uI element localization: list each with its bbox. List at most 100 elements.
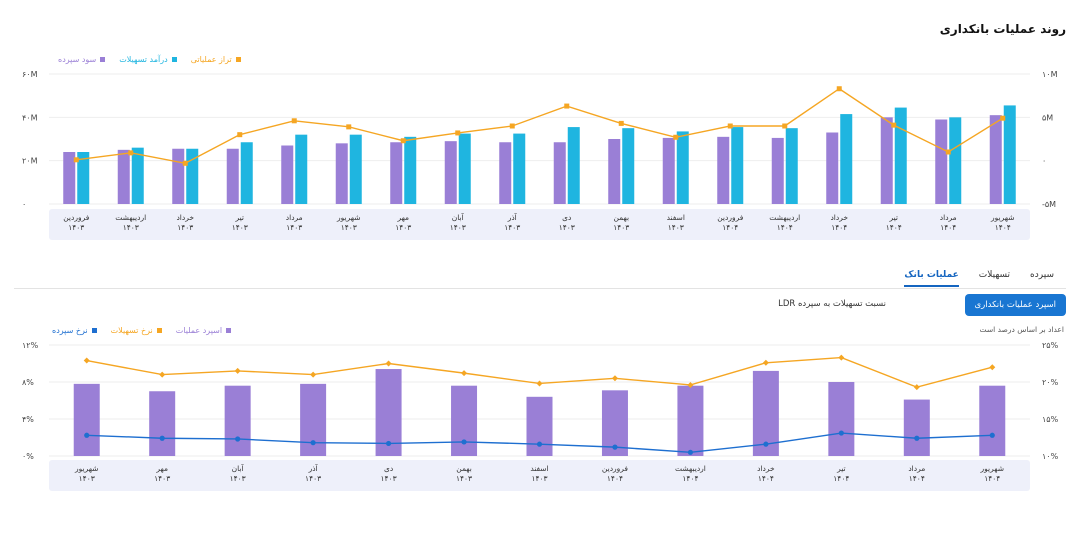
right-axis-tick: ۲۰% <box>1042 378 1059 387</box>
x-tick-label: اسفند <box>667 213 685 222</box>
line-point <box>159 435 165 441</box>
line-point <box>913 384 920 391</box>
right-axis-tick: ۱۵% <box>1042 415 1059 424</box>
bar-a <box>444 141 457 204</box>
left-axis-tick: ۸% <box>22 378 34 387</box>
x-tick-label: آبان <box>232 463 245 473</box>
right-axis-tick: ۰ <box>1042 157 1046 166</box>
legend-item-spread[interactable]: اسپرد عملیات <box>175 326 232 335</box>
operations-trend-chart: ۰۲۰M۴۰M۶۰M-۵M۰۵M۱۰Mفروردین۱۴۰۳اردیبهشت۱۴… <box>22 70 1058 240</box>
bar-a <box>979 385 1006 456</box>
line-point <box>400 138 406 144</box>
bar-a <box>553 142 566 204</box>
legend-label: تراز عملیاتی <box>190 55 232 64</box>
x-tick-label: آذر <box>507 212 518 222</box>
line-point <box>84 432 90 438</box>
tab-loans[interactable]: تسهیلات <box>978 270 1011 280</box>
bar-a <box>903 399 930 456</box>
bar-b <box>567 127 580 204</box>
x-tick-label: بهمن <box>613 213 629 222</box>
x-tick-year: ۱۴۰۳ <box>154 474 170 483</box>
line-point <box>945 149 951 155</box>
bar-b <box>513 133 526 204</box>
line-point <box>838 354 845 361</box>
x-tick-year: ۱۴۰۴ <box>833 474 849 483</box>
x-tick-label: آبان <box>452 212 465 222</box>
x-tick-year: ۱۴۰۳ <box>232 223 248 232</box>
line-point <box>455 130 461 136</box>
x-tick-year: ۱۴۰۳ <box>381 474 397 483</box>
spread-button[interactable]: اسپرد عملیات بانکداری <box>964 294 1066 316</box>
bar-b <box>295 134 308 204</box>
x-tick-label: شهریور <box>980 464 1004 473</box>
x-tick-year: ۱۴۰۳ <box>450 223 466 232</box>
tab-deposit[interactable]: سپرده <box>1030 270 1054 280</box>
x-tick-year: ۱۴۰۴ <box>777 223 793 232</box>
bar-b <box>186 148 199 204</box>
legend-swatch-blue <box>91 328 97 333</box>
legend-swatch-orange <box>156 328 162 333</box>
line-point <box>989 432 995 438</box>
line-point <box>291 118 297 124</box>
legend-item-operating-balance[interactable]: تراز عملیاتی <box>191 55 241 64</box>
x-tick-label: دی <box>384 464 393 473</box>
page-title: روند عملیات بانکداری <box>939 22 1066 36</box>
line-point <box>763 441 769 447</box>
bar-b <box>949 117 962 204</box>
legend-label: اسپرد عملیات <box>175 326 223 335</box>
line-point <box>310 440 316 446</box>
line-point <box>762 359 769 366</box>
line-point <box>237 132 243 138</box>
legend-item-loan-rate[interactable]: نرخ تسهیلات <box>111 326 162 335</box>
x-tick-year: ۱۴۰۳ <box>123 223 139 232</box>
line-point <box>310 371 317 378</box>
bar-a <box>224 385 251 456</box>
bar-b <box>1003 105 1016 204</box>
tab-bank-operations[interactable]: عملیات بانک <box>904 270 959 287</box>
line-point <box>914 435 920 441</box>
x-tick-year: ۱۴۰۳ <box>286 223 302 232</box>
ldr-ratio-button[interactable]: نسبت تسهیلات به سپرده LDR <box>778 299 886 309</box>
x-tick-label: مهر <box>155 464 168 473</box>
line-point <box>182 160 188 166</box>
x-tick-label: شهریور <box>336 213 360 222</box>
x-tick-label: بهمن <box>456 464 472 473</box>
x-tick-label: تیر <box>235 213 245 222</box>
x-tick-label: اردیبهشت <box>675 464 706 473</box>
bar-b <box>349 134 362 204</box>
x-tick-label: خرداد <box>176 213 194 222</box>
right-axis-tick: ۱۰% <box>1042 452 1059 461</box>
x-tick-label: اردیبهشت <box>769 213 800 222</box>
x-tick-year: ۱۴۰۳ <box>559 223 575 232</box>
bar-a <box>281 145 294 204</box>
bar-b <box>404 136 417 204</box>
line-point <box>612 444 618 450</box>
line-point <box>838 430 844 436</box>
x-tick-year: ۱۴۰۳ <box>613 223 629 232</box>
bar-b <box>785 128 798 204</box>
bar-a <box>771 137 784 204</box>
left-axis-tick: ۰% <box>22 452 34 461</box>
legend-item-loan-income[interactable]: درآمد تسهیلات <box>119 55 177 64</box>
x-tick-year: ۱۴۰۳ <box>177 223 193 232</box>
legend-label: درآمد تسهیلات <box>119 55 168 64</box>
x-tick-label: خرداد <box>830 213 848 222</box>
tab-bar: سپرده تسهیلات عملیات بانک <box>904 270 1054 287</box>
left-axis-tick: ۱۲% <box>22 341 39 350</box>
right-axis-tick: ۲۵% <box>1042 341 1059 350</box>
x-tick-year: ۱۴۰۴ <box>909 474 925 483</box>
x-tick-label: مهر <box>396 213 409 222</box>
line-point <box>536 441 543 447</box>
legend-item-deposit-rate[interactable]: نرخ سپرده <box>52 326 97 335</box>
left-axis-tick: ۲۰M <box>22 157 38 166</box>
x-tick-year: ۱۴۰۳ <box>305 474 321 483</box>
line-point <box>461 370 468 377</box>
legend-item-deposit-interest[interactable]: سود سپرده <box>58 55 106 64</box>
line-point <box>1000 115 1006 121</box>
x-tick-year: ۱۴۰۴ <box>682 474 698 483</box>
line-point <box>687 381 694 388</box>
x-tick-year: ۱۴۰۴ <box>984 474 1000 483</box>
line-point <box>687 449 694 455</box>
legend-swatch-purple <box>100 57 106 62</box>
x-tick-year: ۱۴۰۴ <box>607 474 623 483</box>
